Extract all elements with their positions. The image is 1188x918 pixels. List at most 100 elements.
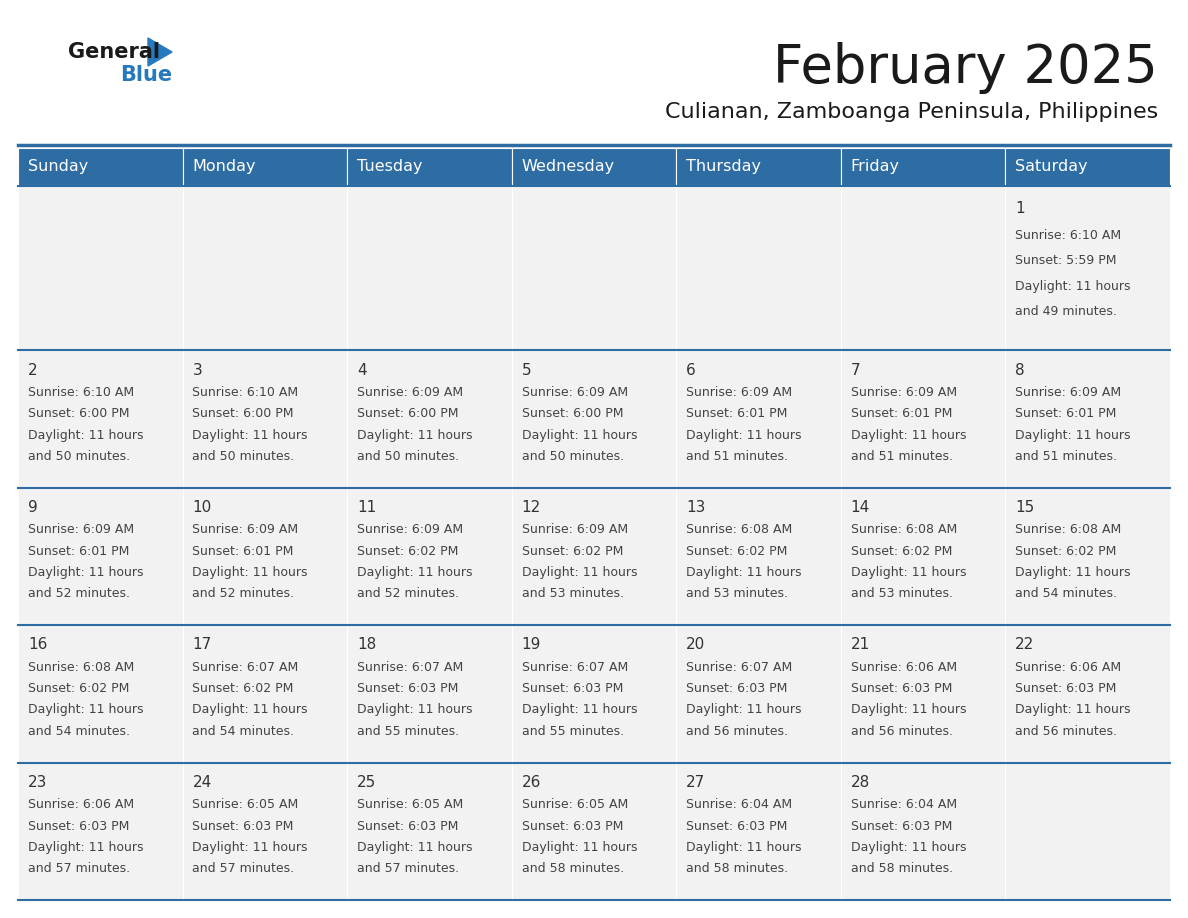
Text: Daylight: 11 hours: Daylight: 11 hours [687,703,802,716]
Text: Daylight: 11 hours: Daylight: 11 hours [358,841,473,854]
Bar [841,186,1005,351]
Bar [512,186,676,351]
Text: Thursday: Thursday [687,160,762,174]
Text: Sunrise: 6:09 AM: Sunrise: 6:09 AM [522,386,627,399]
Text: 16: 16 [27,637,48,653]
Bar [347,625,512,763]
Text: Sunrise: 6:05 AM: Sunrise: 6:05 AM [358,799,463,812]
Text: Daylight: 11 hours: Daylight: 11 hours [1016,703,1131,716]
Bar [676,186,841,351]
Text: and 58 minutes.: and 58 minutes. [851,862,953,875]
Text: Sunrise: 6:08 AM: Sunrise: 6:08 AM [1016,523,1121,536]
Text: Sunrise: 6:10 AM: Sunrise: 6:10 AM [27,386,134,399]
Text: Sunset: 6:02 PM: Sunset: 6:02 PM [522,544,623,558]
Text: Sunset: 6:03 PM: Sunset: 6:03 PM [522,682,623,695]
Bar [183,763,347,900]
Text: and 52 minutes.: and 52 minutes. [358,588,459,600]
Text: Daylight: 11 hours: Daylight: 11 hours [192,841,308,854]
Text: 13: 13 [687,500,706,515]
Text: Daylight: 11 hours: Daylight: 11 hours [1016,566,1131,579]
Text: Daylight: 11 hours: Daylight: 11 hours [27,703,144,716]
Text: Daylight: 11 hours: Daylight: 11 hours [851,841,966,854]
Text: 20: 20 [687,637,706,653]
Text: 7: 7 [851,363,860,377]
Text: Daylight: 11 hours: Daylight: 11 hours [522,429,637,442]
Text: Sunrise: 6:07 AM: Sunrise: 6:07 AM [192,661,298,674]
Text: Daylight: 11 hours: Daylight: 11 hours [687,566,802,579]
Bar [18,487,183,625]
Text: Sunrise: 6:09 AM: Sunrise: 6:09 AM [851,386,956,399]
Text: Sunrise: 6:05 AM: Sunrise: 6:05 AM [522,799,627,812]
Text: 1: 1 [1016,201,1025,216]
Text: Daylight: 11 hours: Daylight: 11 hours [358,703,473,716]
Text: Saturday: Saturday [1016,160,1088,174]
Bar [1005,487,1170,625]
Bar [347,763,512,900]
Text: 4: 4 [358,363,367,377]
Text: and 50 minutes.: and 50 minutes. [522,450,624,463]
Text: 15: 15 [1016,500,1035,515]
Text: Sunset: 6:01 PM: Sunset: 6:01 PM [851,408,952,420]
Text: 28: 28 [851,775,870,789]
Text: Sunrise: 6:08 AM: Sunrise: 6:08 AM [27,661,134,674]
Text: Sunset: 6:02 PM: Sunset: 6:02 PM [687,544,788,558]
Text: Sunset: 6:03 PM: Sunset: 6:03 PM [358,682,459,695]
Text: 18: 18 [358,637,377,653]
Text: 12: 12 [522,500,541,515]
Text: Sunset: 6:03 PM: Sunset: 6:03 PM [851,820,952,833]
Bar [512,148,676,186]
Text: Daylight: 11 hours: Daylight: 11 hours [1016,429,1131,442]
Text: Sunrise: 6:06 AM: Sunrise: 6:06 AM [27,799,134,812]
Text: Friday: Friday [851,160,899,174]
Text: Daylight: 11 hours: Daylight: 11 hours [851,703,966,716]
Text: Daylight: 11 hours: Daylight: 11 hours [358,429,473,442]
Bar [1005,186,1170,351]
Text: Sunrise: 6:09 AM: Sunrise: 6:09 AM [192,523,298,536]
Text: and 53 minutes.: and 53 minutes. [522,588,624,600]
Text: and 58 minutes.: and 58 minutes. [522,862,624,875]
Bar [676,763,841,900]
Text: and 52 minutes.: and 52 minutes. [192,588,295,600]
Text: 8: 8 [1016,363,1025,377]
Text: and 54 minutes.: and 54 minutes. [1016,588,1117,600]
Text: and 51 minutes.: and 51 minutes. [1016,450,1117,463]
Bar [18,763,183,900]
Text: Sunset: 6:03 PM: Sunset: 6:03 PM [1016,682,1117,695]
Text: and 54 minutes.: and 54 minutes. [192,724,295,738]
Text: Sunset: 6:03 PM: Sunset: 6:03 PM [192,820,293,833]
Text: 25: 25 [358,775,377,789]
Bar [18,148,183,186]
Text: 6: 6 [687,363,696,377]
Text: Sunrise: 6:07 AM: Sunrise: 6:07 AM [687,661,792,674]
Text: Sunrise: 6:09 AM: Sunrise: 6:09 AM [1016,386,1121,399]
Text: 11: 11 [358,500,377,515]
Text: and 55 minutes.: and 55 minutes. [358,724,459,738]
Text: Daylight: 11 hours: Daylight: 11 hours [27,841,144,854]
Text: and 49 minutes.: and 49 minutes. [1016,305,1117,318]
Text: and 56 minutes.: and 56 minutes. [1016,724,1117,738]
Text: Sunrise: 6:09 AM: Sunrise: 6:09 AM [358,386,463,399]
Text: and 50 minutes.: and 50 minutes. [192,450,295,463]
Text: Daylight: 11 hours: Daylight: 11 hours [192,566,308,579]
Bar [183,487,347,625]
Bar [512,625,676,763]
Text: and 55 minutes.: and 55 minutes. [522,724,624,738]
Text: 26: 26 [522,775,541,789]
Text: Daylight: 11 hours: Daylight: 11 hours [687,841,802,854]
Bar [841,625,1005,763]
Text: Daylight: 11 hours: Daylight: 11 hours [27,566,144,579]
Text: Sunday: Sunday [27,160,88,174]
Text: Wednesday: Wednesday [522,160,614,174]
Text: and 52 minutes.: and 52 minutes. [27,588,129,600]
Text: Culianan, Zamboanga Peninsula, Philippines: Culianan, Zamboanga Peninsula, Philippin… [665,102,1158,122]
Text: and 53 minutes.: and 53 minutes. [851,588,953,600]
Text: and 56 minutes.: and 56 minutes. [851,724,953,738]
Bar [1005,625,1170,763]
Polygon shape [148,38,172,66]
Bar [1005,351,1170,487]
Text: Sunset: 6:03 PM: Sunset: 6:03 PM [687,682,788,695]
Bar [841,148,1005,186]
Text: Daylight: 11 hours: Daylight: 11 hours [27,429,144,442]
Text: 19: 19 [522,637,541,653]
Text: 14: 14 [851,500,870,515]
